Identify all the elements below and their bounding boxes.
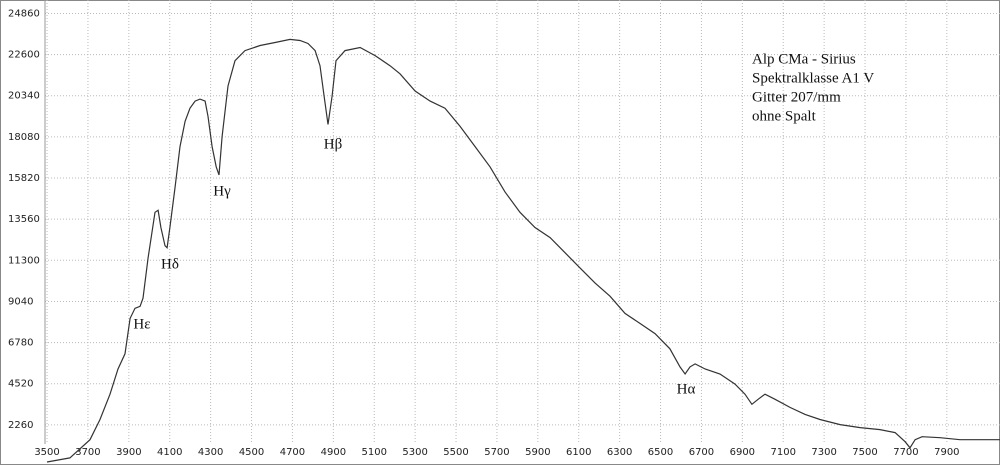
y-tick-label: 13560	[8, 214, 40, 225]
line-annotation: Hγ	[213, 183, 231, 199]
x-tick-label: 4100	[157, 447, 182, 458]
y-tick-label: 9040	[8, 296, 33, 307]
y-tick-label: 15820	[8, 173, 40, 184]
y-tick-label: 11300	[8, 255, 40, 266]
x-tick-label: 6300	[607, 447, 632, 458]
x-tick-label: 4900	[321, 447, 346, 458]
x-tick-label: 5900	[525, 447, 550, 458]
x-tick-label: 7700	[893, 447, 918, 458]
spectrum-line	[46, 38, 1000, 463]
x-tick-label: 5700	[484, 447, 509, 458]
x-tick-label: 6100	[566, 447, 591, 458]
y-tick-label: 2260	[8, 420, 33, 431]
y-tick-label: 20340	[8, 91, 40, 102]
info-text: ohne Spalt	[752, 108, 817, 124]
info-text: Spektralklasse A1 V	[752, 70, 874, 86]
line-annotation: Hα	[677, 381, 696, 397]
info-text: Gitter 207/mm	[752, 89, 841, 105]
line-annotation: Hδ	[161, 256, 179, 272]
x-tick-label: 5100	[362, 447, 387, 458]
line-annotation: Hε	[133, 316, 150, 332]
y-tick-label: 6780	[8, 338, 33, 349]
info-text: Alp CMa - Sirius	[752, 51, 856, 67]
x-tick-label: 3700	[75, 447, 100, 458]
y-tick-label: 4520	[8, 379, 33, 390]
x-tick-label: 4500	[239, 447, 264, 458]
x-tick-label: 5300	[402, 447, 427, 458]
x-tick-label: 7900	[934, 447, 959, 458]
y-tick-label: 24860	[8, 8, 40, 19]
x-tick-label: 4700	[280, 447, 305, 458]
x-tick-label: 4300	[198, 447, 223, 458]
x-tick-label: 7500	[852, 447, 877, 458]
x-tick-label: 6700	[689, 447, 714, 458]
x-tick-label: 3500	[34, 447, 59, 458]
x-tick-label: 3900	[116, 447, 141, 458]
x-tick-label: 5500	[443, 447, 468, 458]
y-tick-label: 18080	[8, 132, 40, 143]
x-tick-label: 7300	[811, 447, 836, 458]
line-annotation: Hβ	[324, 136, 342, 152]
y-tick-label: 22600	[8, 50, 40, 61]
x-tick-label: 6900	[730, 447, 755, 458]
x-tick-label: 6500	[648, 447, 673, 458]
x-tick-label: 7100	[771, 447, 796, 458]
